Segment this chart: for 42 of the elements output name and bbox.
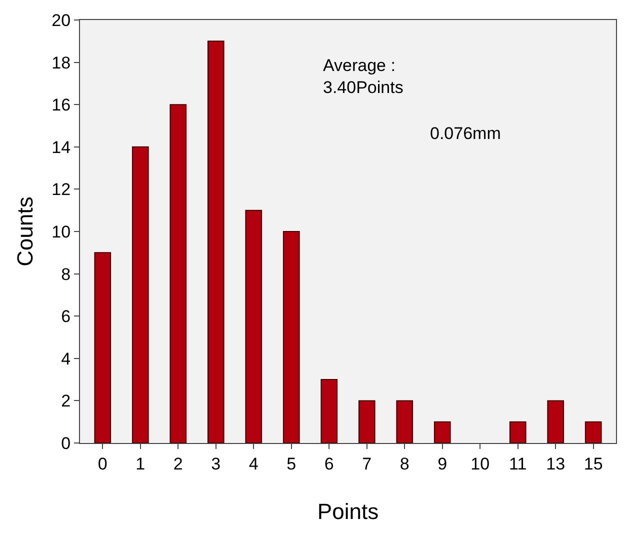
- bar: [170, 104, 187, 443]
- y-tick-label: 2: [61, 392, 71, 411]
- x-tick-label: 1: [136, 454, 146, 474]
- bar: [509, 421, 526, 443]
- x-tick-label: 2: [173, 454, 183, 474]
- x-tick-label: 5: [286, 454, 296, 474]
- y-tick-label: 16: [52, 96, 71, 115]
- x-tick-label: 4: [248, 454, 258, 474]
- bar: [94, 252, 112, 443]
- bar: [245, 210, 262, 443]
- x-tick-label: 10: [470, 454, 490, 474]
- bar: [547, 400, 564, 443]
- x-tick-label: 7: [362, 454, 372, 474]
- annotation: Average : 3.40Points: [323, 56, 404, 98]
- bar: [282, 231, 300, 443]
- x-tick-label: 11: [509, 454, 527, 474]
- y-tick-label: 18: [52, 53, 71, 72]
- annotation: 0.076mm: [430, 124, 501, 143]
- y-tick-label: 14: [52, 138, 71, 157]
- bar: [358, 400, 376, 443]
- bar: [584, 421, 602, 443]
- y-tick-label: 10: [52, 222, 71, 242]
- bar: [132, 146, 149, 443]
- y-tick-label: 12: [52, 180, 71, 200]
- x-tick-label: 0: [98, 454, 108, 474]
- bar: [320, 379, 338, 443]
- y-tick-label: 0: [61, 434, 71, 453]
- bar: [396, 400, 414, 443]
- bar: [207, 40, 224, 443]
- x-axis-title: Points: [317, 499, 379, 524]
- x-tick-label: 3: [211, 454, 221, 474]
- y-tick-label: 20: [52, 10, 71, 30]
- y-axis-title: Counts: [12, 196, 38, 266]
- bar: [434, 421, 451, 443]
- x-tick-label: 6: [324, 454, 334, 474]
- y-tick-label: 6: [61, 307, 71, 326]
- x-tick-label: 13: [546, 454, 566, 474]
- x-tick-label: 9: [438, 454, 448, 474]
- x-tick-label: 8: [400, 454, 410, 474]
- x-tick-label: 15: [584, 454, 603, 474]
- y-tick-label: 8: [61, 264, 71, 284]
- y-tick-label: 4: [61, 349, 71, 368]
